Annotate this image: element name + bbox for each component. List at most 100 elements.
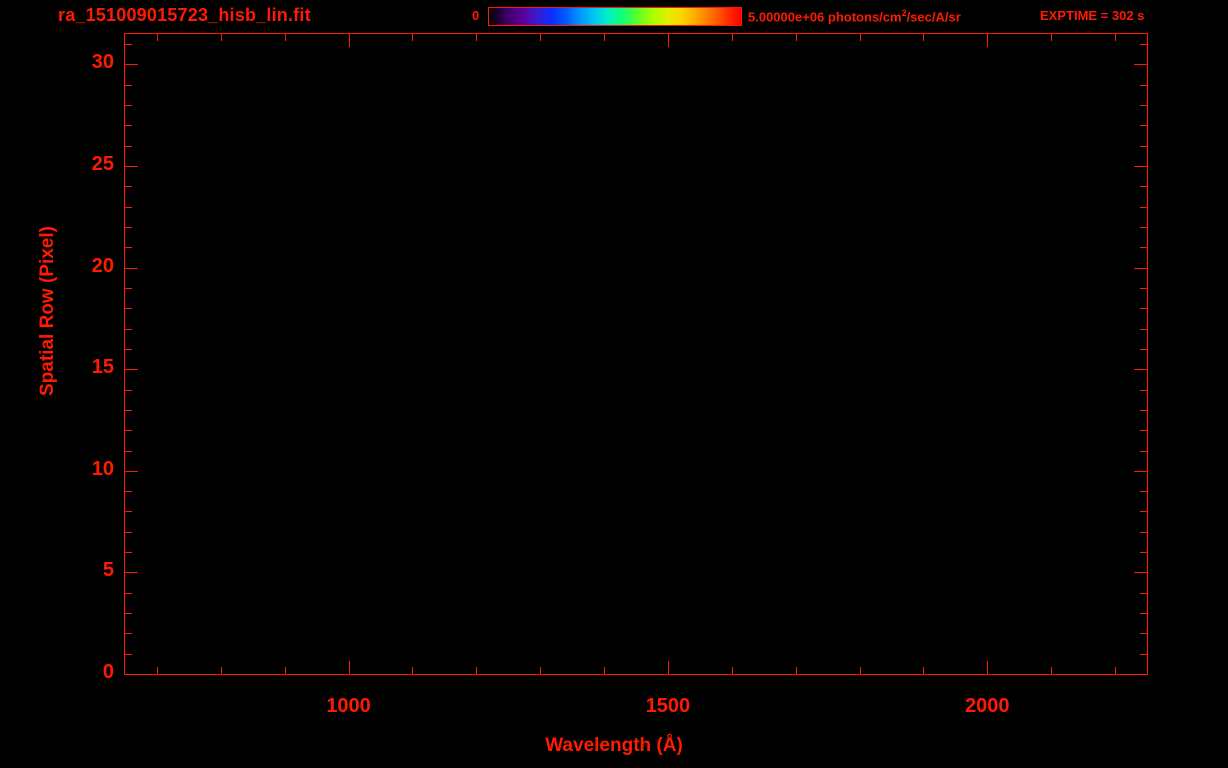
y-tick-label: 5	[102, 559, 114, 582]
x-tick-top	[1051, 34, 1052, 41]
x-tick-top	[923, 34, 924, 41]
y-tick	[125, 654, 132, 655]
x-tick	[540, 667, 541, 674]
y-tick	[125, 572, 138, 573]
x-tick-top	[1115, 34, 1116, 41]
y-tick	[125, 674, 138, 675]
y-tick-right	[1140, 532, 1147, 533]
x-tick-top	[668, 34, 669, 47]
y-tick-right	[1134, 572, 1147, 573]
y-tick	[125, 593, 132, 594]
y-tick-right	[1140, 146, 1147, 147]
y-tick-right	[1140, 349, 1147, 350]
y-tick	[125, 125, 132, 126]
y-axis-title: Spatial Row (Pixel)	[37, 226, 58, 396]
x-tick	[349, 661, 350, 674]
exposure-time-label: EXPTIME = 302 s	[1040, 8, 1145, 23]
x-tick-label: 2000	[965, 695, 1010, 717]
y-tick	[125, 247, 132, 248]
y-tick	[125, 349, 132, 350]
y-tick	[125, 532, 132, 533]
y-tick	[125, 186, 132, 187]
y-tick-right	[1140, 491, 1147, 492]
x-tick-top	[349, 34, 350, 47]
y-tick-right	[1140, 613, 1147, 614]
x-tick	[987, 661, 988, 674]
x-axis-title: Wavelength (Å)	[545, 735, 683, 756]
y-tick-right	[1134, 471, 1147, 472]
y-tick-label: 15	[91, 356, 114, 379]
colorbar-units-exponent: 2	[901, 8, 907, 18]
x-tick-top	[796, 34, 797, 41]
y-tick-right	[1134, 166, 1147, 167]
x-tick	[604, 667, 605, 674]
y-tick	[125, 451, 132, 452]
y-tick	[125, 64, 138, 65]
colorbar-units-prefix: photons/cm	[827, 9, 902, 25]
x-tick	[157, 667, 158, 674]
y-tick-right	[1140, 633, 1147, 634]
y-tick	[125, 329, 132, 330]
colorbar-units-suffix: /sec/A/sr	[906, 9, 961, 25]
y-tick	[125, 308, 132, 309]
y-tick-right	[1140, 227, 1147, 228]
y-tick-right	[1140, 44, 1147, 45]
y-tick	[125, 105, 132, 106]
y-tick-right	[1140, 85, 1147, 86]
x-tick	[923, 667, 924, 674]
y-tick	[125, 430, 132, 431]
colorbar-min-label: 0	[472, 8, 480, 23]
colorbar-max-label: 5.00000e+06 photons/cm2/sec/A/sr	[748, 8, 961, 24]
y-tick	[125, 471, 138, 472]
y-tick	[125, 410, 132, 411]
y-tick	[125, 166, 138, 167]
x-tick	[476, 667, 477, 674]
y-tick	[125, 85, 132, 86]
y-tick	[125, 613, 132, 614]
y-tick-right	[1140, 552, 1147, 553]
y-tick	[125, 44, 132, 45]
y-tick-right	[1134, 64, 1147, 65]
x-tick	[1051, 667, 1052, 674]
y-tick-right	[1140, 511, 1147, 512]
y-tick-right	[1140, 105, 1147, 106]
x-tick-top	[221, 34, 222, 41]
y-tick-right	[1140, 430, 1147, 431]
y-tick-right	[1134, 268, 1147, 269]
x-tick-top	[604, 34, 605, 41]
page-title: ra_151009015723_hisb_lin.fit	[58, 5, 311, 25]
x-tick-top	[476, 34, 477, 41]
y-tick-right	[1134, 674, 1147, 675]
plot-frame	[124, 33, 1148, 675]
y-tick	[125, 268, 138, 269]
y-tick-right	[1140, 410, 1147, 411]
x-tick	[668, 661, 669, 674]
x-tick	[796, 667, 797, 674]
y-tick-right	[1140, 186, 1147, 187]
x-tick-top	[540, 34, 541, 41]
x-tick	[221, 667, 222, 674]
y-tick-right	[1140, 593, 1147, 594]
x-tick-top	[412, 34, 413, 41]
y-tick-label: 10	[91, 457, 114, 480]
y-tick	[125, 511, 132, 512]
x-tick	[412, 667, 413, 674]
y-tick-label: 20	[91, 254, 114, 277]
colorbar	[488, 7, 742, 26]
y-tick-right	[1134, 369, 1147, 370]
x-tick-top	[987, 34, 988, 47]
x-tick-label: 1500	[645, 695, 691, 717]
x-tick	[732, 667, 733, 674]
y-tick-label: 30	[91, 51, 114, 74]
y-tick	[125, 288, 132, 289]
x-tick	[285, 667, 286, 674]
y-tick	[125, 369, 138, 370]
y-tick-right	[1140, 247, 1147, 248]
y-tick-right	[1140, 288, 1147, 289]
x-tick-top	[157, 34, 158, 41]
x-tick-top	[285, 34, 286, 41]
x-tick-top	[860, 34, 861, 41]
y-tick-right	[1140, 308, 1147, 309]
x-tick	[860, 667, 861, 674]
